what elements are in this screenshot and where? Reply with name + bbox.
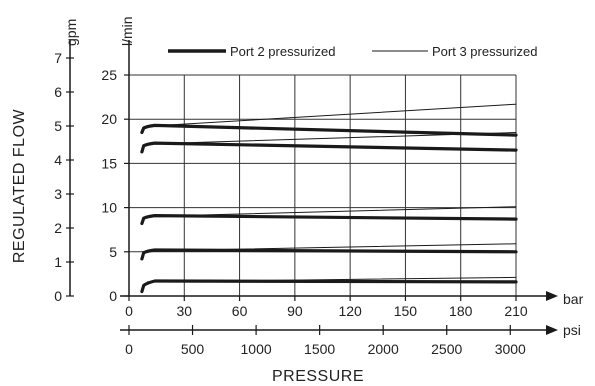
bar-tick-label: 210 — [504, 303, 528, 319]
port2-curve — [140, 214, 518, 226]
psi-unit-label: psi — [563, 322, 581, 338]
bar-tick-label: 180 — [449, 303, 473, 319]
grid — [129, 74, 517, 296]
port2-curve — [140, 279, 518, 294]
axes: 0 5 10 15 20 25 0 1 2 3 4 5 6 7 0 30 60 90 120 150 180 210 0 50… — [54, 40, 558, 357]
lpm-tick-label: 20 — [101, 111, 117, 127]
gpm-tick-label: 5 — [54, 118, 62, 134]
gpm-tick-label: 7 — [54, 50, 62, 66]
port3-series — [146, 103, 517, 283]
lpm-tick-label: 5 — [109, 244, 117, 260]
psi-axis-arrow — [546, 325, 558, 335]
lpm-tick-label: 25 — [101, 67, 117, 83]
gpm-unit-label: gpm — [63, 19, 79, 46]
bar-tick-label: 30 — [176, 303, 192, 319]
series-layer — [140, 103, 518, 294]
gpm-tick-label: 1 — [54, 254, 62, 270]
lpm-tick-label: 10 — [101, 200, 117, 216]
gpm-tick-label: 0 — [54, 288, 62, 304]
port3-curve — [146, 103, 517, 127]
y-axis-title: REGULATED FLOW — [11, 108, 28, 263]
legend-label-port3: Port 3 pressurized — [432, 44, 538, 59]
port2-curve — [140, 141, 518, 154]
port3-curve — [146, 132, 517, 145]
gpm-tick-label: 4 — [54, 152, 62, 168]
x-axis-title: PRESSURE — [272, 368, 364, 385]
bar-tick-label: 90 — [287, 303, 303, 319]
port3-curve — [146, 276, 517, 283]
port2-curve — [140, 123, 518, 137]
lpm-unit-label: l/min — [119, 16, 135, 46]
port2-curve — [140, 248, 518, 261]
psi-tick-label: 1000 — [241, 341, 272, 357]
lpm-tick-label: 15 — [101, 155, 117, 171]
legend: Port 2 pressurized Port 3 pressurized — [168, 44, 538, 59]
bar-tick-label: 60 — [232, 303, 248, 319]
bar-tick-label: 150 — [394, 303, 418, 319]
bar-unit-label: bar — [563, 291, 584, 307]
psi-tick-label: 500 — [181, 341, 205, 357]
psi-tick-label: 2000 — [368, 341, 399, 357]
bar-tick-label: 0 — [125, 303, 133, 319]
lpm-tick-label: 0 — [109, 288, 117, 304]
gpm-tick-label: 2 — [54, 220, 62, 236]
bar-axis-arrow — [546, 291, 558, 301]
legend-label-port2: Port 2 pressurized — [230, 44, 336, 59]
psi-tick-label: 2500 — [431, 341, 462, 357]
psi-tick-label: 1500 — [304, 341, 335, 357]
psi-tick-label: 3000 — [495, 341, 526, 357]
gpm-tick-label: 3 — [54, 186, 62, 202]
port3-curve — [146, 243, 517, 252]
port3-curve — [146, 206, 517, 217]
bar-tick-label: 120 — [338, 303, 362, 319]
psi-tick-label: 0 — [125, 341, 133, 357]
gpm-tick-label: 6 — [54, 84, 62, 100]
